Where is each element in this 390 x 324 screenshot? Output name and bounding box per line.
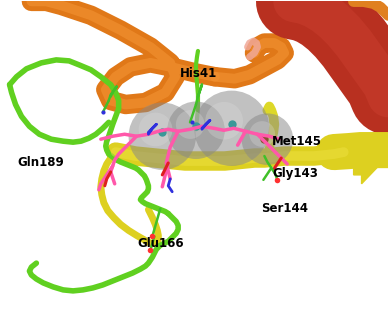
Text: Gly143: Gly143 <box>272 167 318 180</box>
Circle shape <box>139 113 172 146</box>
Text: Met145: Met145 <box>272 134 322 148</box>
Circle shape <box>205 102 243 140</box>
Circle shape <box>176 110 205 139</box>
Circle shape <box>129 102 196 170</box>
Circle shape <box>241 113 293 165</box>
FancyArrow shape <box>354 138 383 184</box>
Text: Ser144: Ser144 <box>261 202 308 215</box>
Text: His41: His41 <box>179 67 217 80</box>
Text: Glu166: Glu166 <box>137 237 184 250</box>
Circle shape <box>249 121 275 147</box>
Circle shape <box>167 101 225 159</box>
Circle shape <box>194 91 269 166</box>
Text: Gln189: Gln189 <box>17 156 64 168</box>
